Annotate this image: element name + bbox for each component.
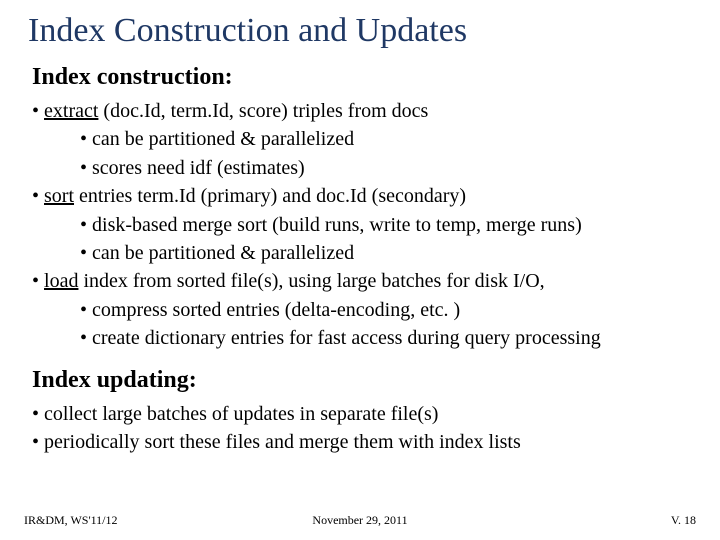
bullet-line: • scores need idf (estimates) <box>32 154 696 182</box>
footer-center: November 29, 2011 <box>312 513 407 528</box>
bullet-line: • load index from sorted file(s), using … <box>32 267 696 295</box>
section-content: • extract (doc.Id, term.Id, score) tripl… <box>24 97 696 353</box>
section-content: • collect large batches of updates in se… <box>24 400 696 457</box>
bullet-line: • collect large batches of updates in se… <box>32 400 696 428</box>
bullet-line: • create dictionary entries for fast acc… <box>32 324 696 352</box>
bullet-line: • disk-based merge sort (build runs, wri… <box>32 211 696 239</box>
bullet-line: • can be partitioned & parallelized <box>32 125 696 153</box>
slide-title: Index Construction and Updates <box>24 12 696 50</box>
footer-left: IR&DM, WS'11/12 <box>24 513 118 528</box>
section-construction: Index construction: • extract (doc.Id, t… <box>24 64 696 353</box>
bullet-line: • can be partitioned & parallelized <box>32 239 696 267</box>
keyword: load <box>44 270 78 292</box>
bullet-line: • sort entries term.Id (primary) and doc… <box>32 182 696 210</box>
section-heading: Index construction: <box>24 64 696 91</box>
keyword: extract <box>44 100 98 122</box>
slide: Index Construction and Updates Index con… <box>0 0 720 540</box>
footer-right: V. 18 <box>671 513 696 528</box>
section-heading: Index updating: <box>24 367 696 394</box>
section-updating: Index updating: • collect large batches … <box>24 367 696 457</box>
bullet-line: • periodically sort these files and merg… <box>32 428 696 456</box>
bullet-line: • compress sorted entries (delta-encodin… <box>32 296 696 324</box>
keyword: sort <box>44 185 74 207</box>
footer: IR&DM, WS'11/12 November 29, 2011 V. 18 <box>0 513 720 528</box>
bullet-line: • extract (doc.Id, term.Id, score) tripl… <box>32 97 696 125</box>
